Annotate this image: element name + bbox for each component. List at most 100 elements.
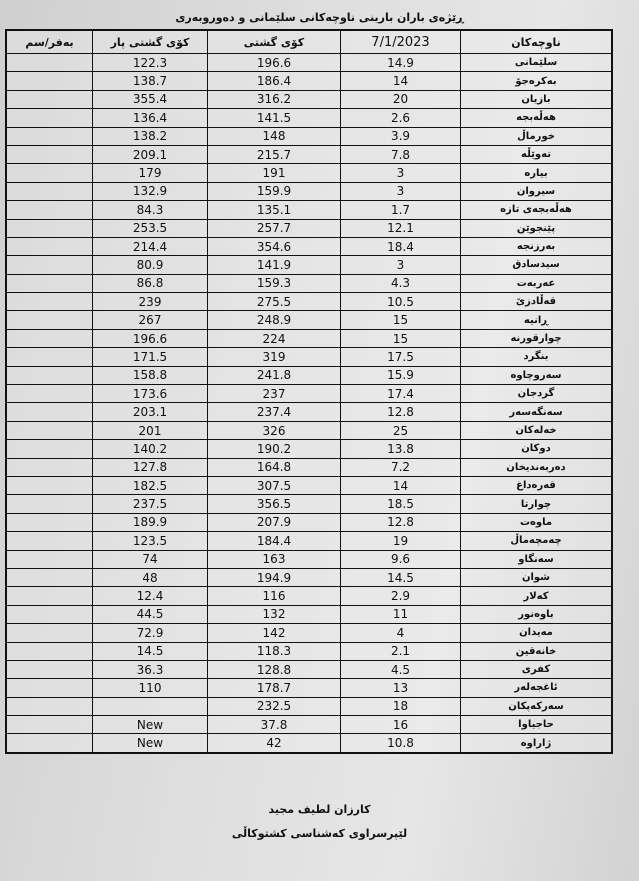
table-row: 179 191 3 بیارە [5, 163, 613, 183]
cell-last-year-total: 138.2 [92, 126, 208, 146]
cell-daily-rain: 4 [340, 623, 461, 643]
cell-last-year-total: 203.1 [92, 402, 208, 422]
cell-region: چوارقورنە [460, 328, 613, 349]
cell-snow [5, 531, 93, 551]
cell-last-year-total: 140.2 [92, 439, 208, 459]
table-row: 214.4 354.6 18.4 بەرزنجە [5, 236, 613, 257]
cell-last-year-total: 173.6 [92, 384, 208, 404]
table-row: 84.3 135.1 1.7 هەڵەبجەی تازە [5, 200, 613, 220]
cell-region: بەکرەجۆ [460, 71, 613, 91]
cell-total: 141.9 [207, 255, 341, 275]
table-row: 14.5 118.3 2.1 خانەقین [5, 641, 613, 661]
cell-snow [5, 218, 93, 238]
cell-daily-rain: 15.9 [340, 365, 461, 386]
cell-last-year-total: 171.5 [92, 347, 208, 367]
cell-total: 356.5 [207, 494, 341, 514]
cell-snow [5, 567, 93, 588]
table-row: 132.9 159.9 3 سیروان [5, 181, 613, 202]
cell-total: 215.7 [207, 144, 341, 165]
table-row: 80.9 141.9 3 سیدسادق [5, 255, 613, 275]
cell-region: بیارە [460, 163, 613, 183]
cell-region: سیروان [460, 181, 613, 202]
cell-last-year-total: 214.4 [92, 236, 208, 257]
cell-region: گردجان [460, 384, 613, 404]
cell-total: 164.8 [207, 457, 341, 477]
table-row: 36.3 128.8 4.5 کفری [5, 659, 613, 680]
table-row: New 42 10.8 ژاراوە [5, 733, 613, 754]
cell-region: حاجیاوا [460, 715, 613, 735]
table-row: 44.5 132 11 باوەنور [5, 604, 613, 625]
table-row: New 37.8 16 حاجیاوا [5, 715, 613, 735]
cell-total: 163 [207, 549, 341, 569]
cell-daily-rain: 17.5 [340, 347, 461, 367]
cell-last-year-total: 110 [92, 678, 208, 698]
cell-daily-rain: 3 [340, 255, 461, 275]
cell-daily-rain: 2.1 [340, 641, 461, 661]
table-row: 182.5 307.5 14 قەرەداغ [5, 475, 613, 496]
cell-daily-rain: 2.6 [340, 108, 461, 128]
cell-daily-rain: 18.4 [340, 236, 461, 257]
cell-snow [5, 273, 93, 294]
cell-snow [5, 420, 93, 441]
cell-total: 224 [207, 328, 341, 349]
cell-snow [5, 641, 93, 661]
cell-total: 196.6 [207, 52, 341, 73]
cell-region: بازیان [460, 89, 613, 110]
cell-total: 237 [207, 384, 341, 404]
cell-snow [5, 623, 93, 643]
cell-snow [5, 126, 93, 146]
cell-snow [5, 384, 93, 404]
cell-region: ئاغجەلەر [460, 678, 613, 698]
cell-region: سەروچاوە [460, 365, 613, 386]
cell-snow [5, 310, 93, 330]
cell-daily-rain: 4.5 [340, 659, 461, 680]
cell-total: 132 [207, 604, 341, 625]
header-region: ناوچەکان [460, 29, 613, 54]
cell-total: 37.8 [207, 715, 341, 735]
cell-last-year-total: New [92, 733, 208, 754]
cell-snow [5, 604, 93, 625]
cell-snow [5, 475, 93, 496]
cell-snow [5, 733, 93, 754]
cell-region: ژاراوە [460, 733, 613, 754]
table-row: 48 194.9 14.5 شوان [5, 567, 613, 588]
cell-region: بنگرد [460, 347, 613, 367]
cell-snow [5, 402, 93, 422]
cell-daily-rain: 12.8 [340, 512, 461, 533]
cell-last-year-total: 74 [92, 549, 208, 569]
cell-region: سلێمانی [460, 52, 613, 73]
cell-daily-rain: 14 [340, 71, 461, 91]
cell-daily-rain: 11 [340, 604, 461, 625]
table-row: 209.1 215.7 7.8 تەوێڵە [5, 144, 613, 165]
table-row: 127.8 164.8 7.2 دەربەندیخان [5, 457, 613, 477]
cell-last-year-total: 14.5 [92, 641, 208, 661]
cell-snow [5, 715, 93, 735]
header-row: بەفر/سم کۆی گشتی پار کۆی گشتی 7/1/2023 ن… [5, 29, 613, 54]
cell-snow [5, 494, 93, 514]
cell-region: بەرزنجە [460, 236, 613, 257]
cell-snow [5, 328, 93, 349]
cell-daily-rain: 7.8 [340, 144, 461, 165]
cell-total: 42 [207, 733, 341, 754]
cell-daily-rain: 17.4 [340, 384, 461, 404]
table-row: 189.9 207.9 12.8 ماوەت [5, 512, 613, 533]
cell-region: خانەقین [460, 641, 613, 661]
cell-daily-rain: 1.7 [340, 200, 461, 220]
cell-region: قەرەداغ [460, 475, 613, 496]
cell-snow [5, 144, 93, 165]
cell-daily-rain: 14.5 [340, 567, 461, 588]
table-row: 267 248.9 15 ڕانیە [5, 310, 613, 330]
cell-last-year-total: 122.3 [92, 52, 208, 73]
table-row: 239 275.5 10.5 قەڵادزێ [5, 292, 613, 312]
cell-total: 275.5 [207, 292, 341, 312]
cell-last-year-total: 201 [92, 420, 208, 441]
cell-last-year-total: 196.6 [92, 328, 208, 349]
cell-total: 159.3 [207, 273, 341, 294]
cell-last-year-total: 48 [92, 567, 208, 588]
cell-snow [5, 678, 93, 698]
table-row: 140.2 190.2 13.8 دوکان [5, 439, 613, 459]
cell-region: مەیدان [460, 623, 613, 643]
table-row: 253.5 257.7 12.1 پێنجوێن [5, 218, 613, 238]
cell-snow [5, 71, 93, 91]
table-row: 237.5 356.5 18.5 چوارتا [5, 494, 613, 514]
